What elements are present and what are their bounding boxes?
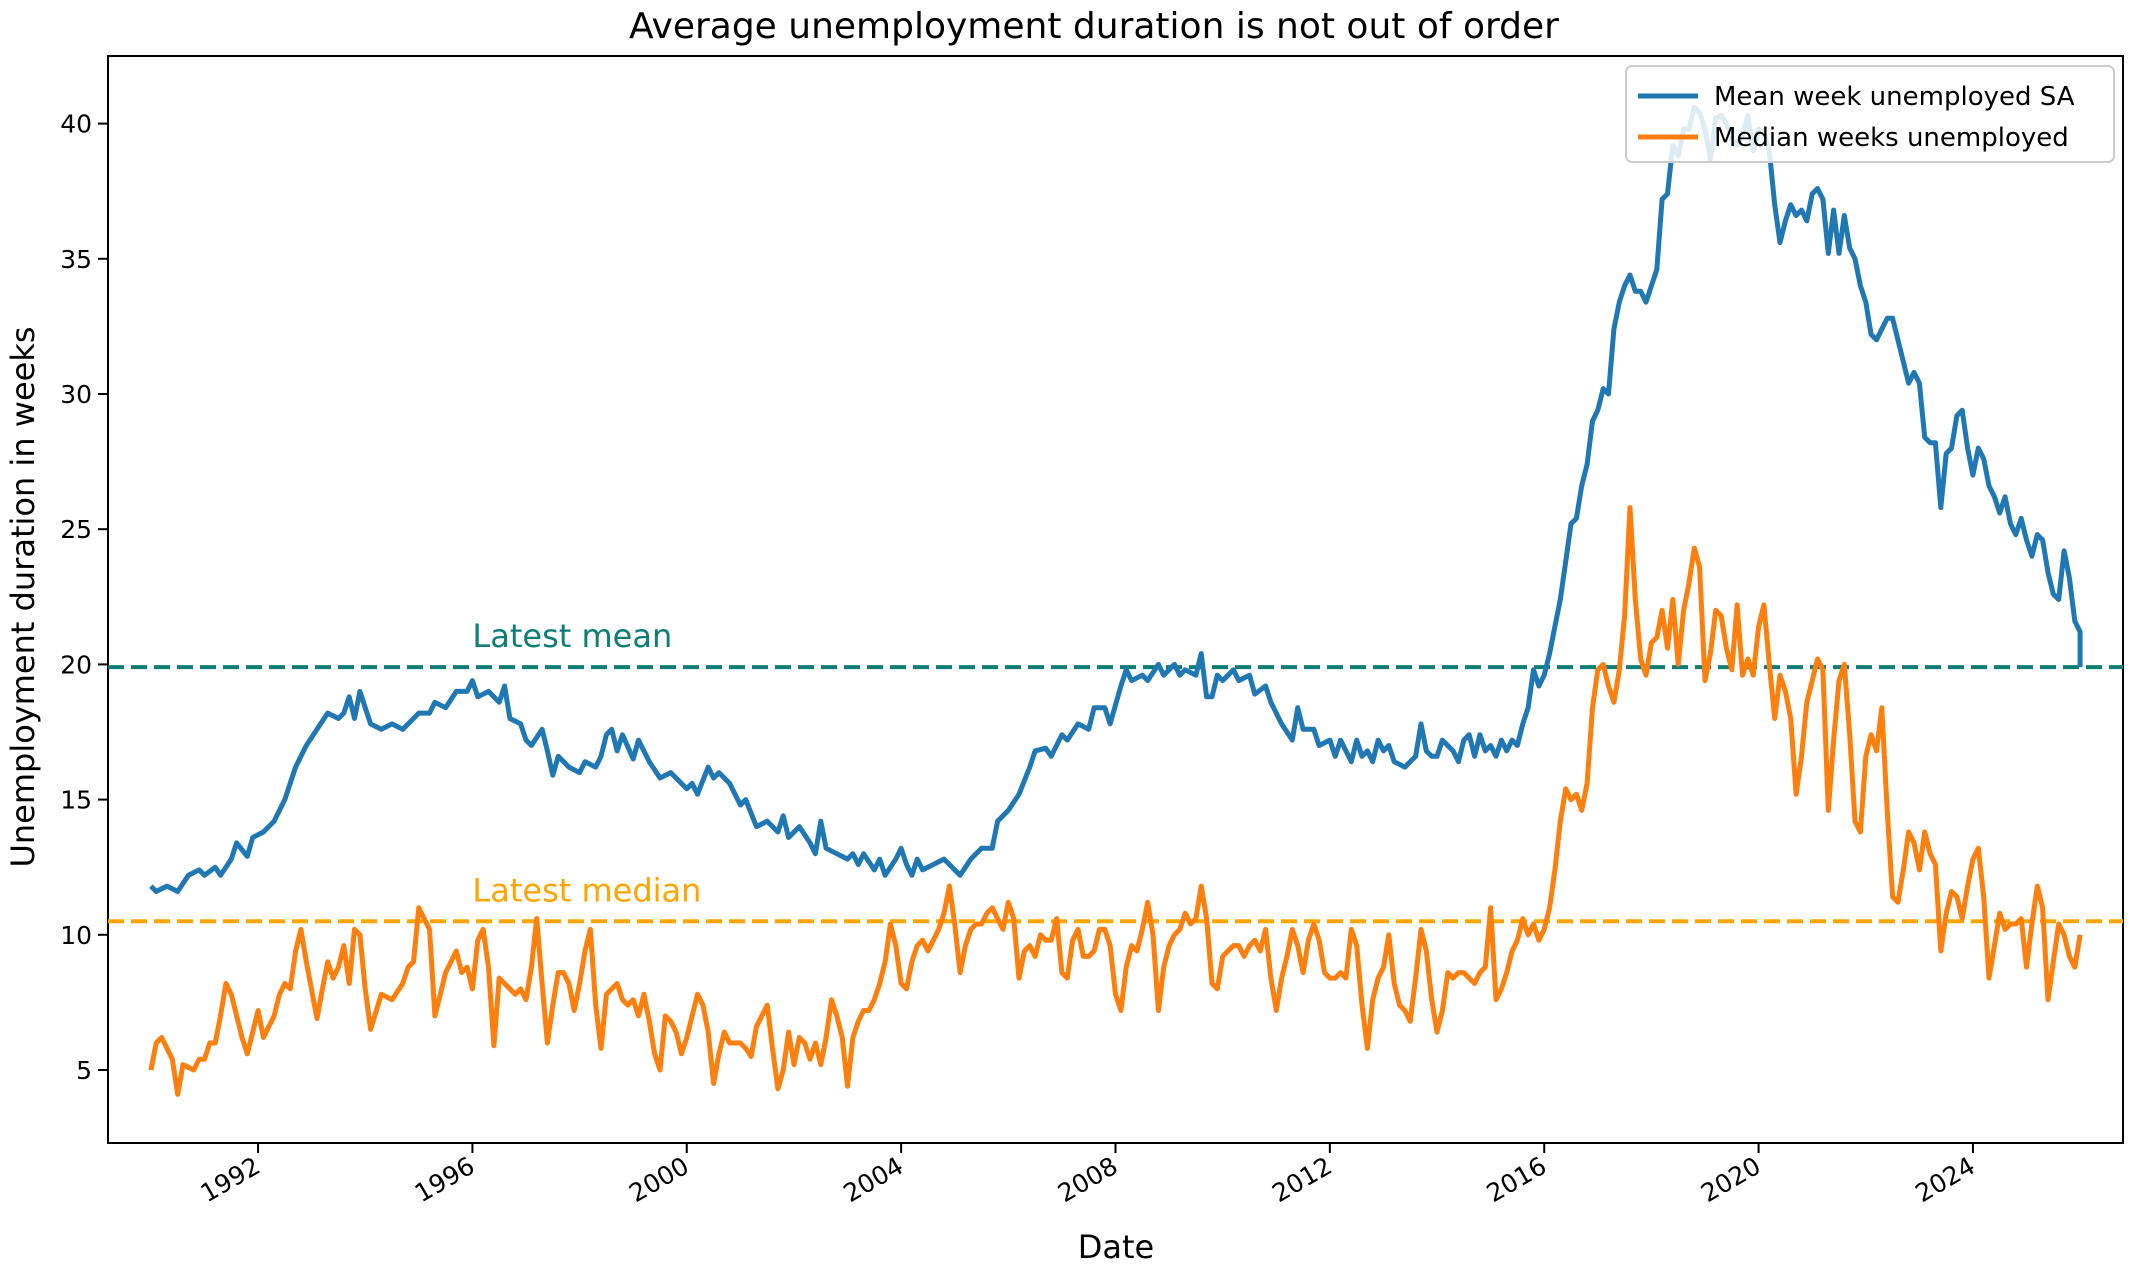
x-tick-label: 1996 xyxy=(410,1151,480,1208)
legend-label: Median weeks unemployed xyxy=(1714,123,2069,153)
y-tick-label: 20 xyxy=(60,650,92,679)
y-tick-label: 5 xyxy=(76,1056,92,1085)
chart-title: Average unemployment duration is not out… xyxy=(629,6,1559,47)
x-tick-label: 2008 xyxy=(1053,1151,1123,1208)
y-tick-label: 25 xyxy=(60,515,92,544)
y-tick-label: 30 xyxy=(60,380,92,409)
x-tick-label: 2016 xyxy=(1482,1151,1552,1208)
x-tick-label: 2012 xyxy=(1267,1151,1337,1208)
x-tick-label: 2004 xyxy=(839,1151,909,1208)
x-tick-label: 2024 xyxy=(1910,1151,1980,1208)
y-tick-label: 15 xyxy=(60,786,92,815)
plot-area: 5 10 15 20 25 30 35 40 1992 1996 2000 2004 2008 2012 2… xyxy=(60,55,2124,1208)
y-tick-label: 35 xyxy=(60,245,92,274)
legend-label: Mean week unemployed SA xyxy=(1714,82,2075,112)
series-line-median xyxy=(148,505,2083,1097)
legend-box xyxy=(1625,65,2115,163)
legend: Mean week unemployed SA Median weeks unem… xyxy=(1625,65,2115,163)
reference-label-mean: Latest mean xyxy=(472,617,672,655)
x-tick-label: 2020 xyxy=(1696,1151,1766,1208)
series-line-mean xyxy=(149,104,2083,894)
y-tick-label: 40 xyxy=(60,110,92,139)
x-axis-label: Date xyxy=(1078,1228,1154,1266)
x-tick-label: 1992 xyxy=(195,1151,265,1208)
x-tick-label: 2000 xyxy=(624,1151,694,1208)
reference-label-median: Latest median xyxy=(472,871,701,909)
y-tick-label: 10 xyxy=(60,921,92,950)
y-axis-label: Unemployment duration in weeks xyxy=(4,326,42,867)
